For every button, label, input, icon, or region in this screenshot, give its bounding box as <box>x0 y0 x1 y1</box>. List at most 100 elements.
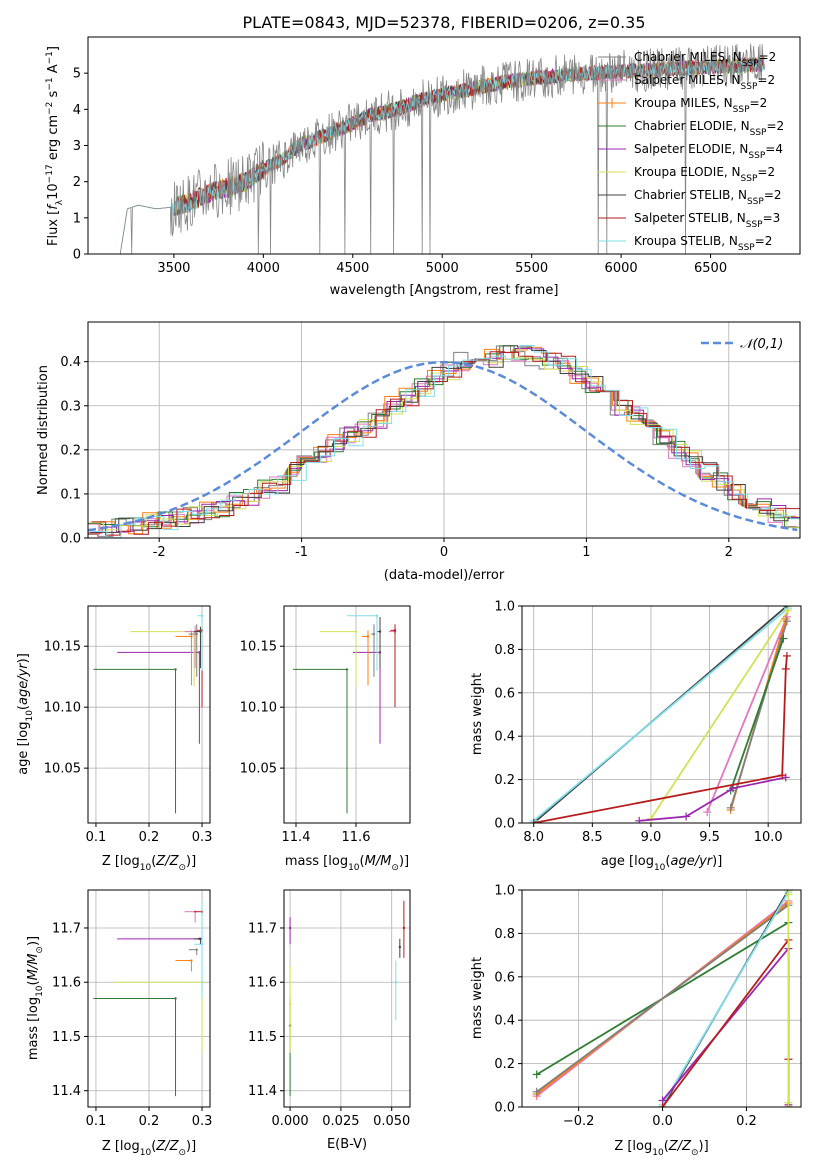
mass_weight_vs_age-ytick-label: 0.2 <box>494 773 515 788</box>
mass_weight_vs_Z-ytick-label: 1.0 <box>494 884 515 899</box>
mass_weight_vs_age-ytick-label: 0.6 <box>494 686 515 701</box>
residuals-histogram-series <box>91 351 800 536</box>
mass_vs_EBV-ytick-label: 11.4 <box>248 1084 277 1099</box>
mass_vs_Z-xlabel: Z [log10(Z/Z⊙)] <box>102 1139 196 1158</box>
mass_weight_vs_age-plot-area <box>529 606 793 823</box>
mass_weight_vs_age-ytick-label: 0.4 <box>494 730 515 745</box>
mass_vs_EBV-point <box>394 981 397 984</box>
spectrum-xtick-label: 6000 <box>605 261 638 276</box>
mass_vs_EBV-point <box>288 1002 292 1006</box>
age_vs_Z-plot-area <box>93 614 204 814</box>
residuals-histogram-series <box>88 345 796 537</box>
age_vs_Z-point <box>174 668 177 671</box>
mass_weight_vs_Z-ylabel: mass weight <box>470 957 485 1039</box>
mass_weight_vs_age-xtick-label: 8.5 <box>582 830 603 845</box>
mass_weight_vs_Z-plot-area <box>532 890 793 1107</box>
mass_vs_Z-ytick-label: 11.5 <box>52 1030 81 1045</box>
age_vs_mass-point <box>366 635 370 638</box>
mass_vs_Z-point <box>195 948 198 951</box>
mass_vs_EBV-ytick-label: 11.5 <box>248 1030 277 1045</box>
spectrum-legend-label: Salpeter STELIB, NSSP=3 <box>634 211 780 230</box>
spectrum-xtick-label: 5500 <box>515 261 548 276</box>
mass_weight_vs_age-ytick-label: 1.0 <box>494 600 515 615</box>
age_vs_mass-plot-area <box>293 614 397 814</box>
residuals-ytick-label: 0.2 <box>60 443 81 458</box>
spectrum-xtick-label: 3500 <box>157 261 190 276</box>
age_vs_mass-xtick-label: 11.4 <box>282 830 311 845</box>
spectrum-legend-label: Salpeter ELODIE, NSSP=4 <box>634 142 783 161</box>
mass_weight_vs_age-series-line <box>639 776 786 822</box>
age_vs_mass-axes: 11.4 11.6 10.05 10.10 10.15 <box>240 606 410 845</box>
age_vs_Z-xtick-label: 0.3 <box>192 830 213 845</box>
mass_weight_vs_Z-ytick-label: 0.0 <box>494 1101 515 1116</box>
spectrum-plot-area <box>119 43 765 254</box>
mass_weight_vs_age-xtick-label: 10.0 <box>754 830 783 845</box>
residuals-xtick-label: 0 <box>440 545 448 560</box>
mass_vs_Z-ytick-label: 11.4 <box>52 1084 81 1099</box>
mass_weight_vs_Z-ytick-label: 0.2 <box>494 1057 515 1072</box>
mass_weight_vs_age-series-line <box>729 638 785 791</box>
mass_vs_Z-point <box>190 959 193 962</box>
age_vs_mass-point <box>378 630 382 633</box>
spectrum-xtick-label: 6500 <box>694 261 727 276</box>
age_vs_mass-point <box>345 668 349 671</box>
mass_weight_vs_age-series-line <box>533 655 788 823</box>
residuals-ytick-label: 0.4 <box>60 355 81 370</box>
mass_weight_vs_age-series-line <box>729 620 788 809</box>
mass_vs_Z-ytick-label: 11.6 <box>52 976 81 991</box>
mass_vs_Z-ylabel: mass [log10(M/M⊙)] <box>26 936 45 1060</box>
spectrum-ytick-label: 0 <box>73 248 81 263</box>
spectrum-xlabel: wavelength [Angstrom, rest frame] <box>330 283 559 298</box>
spectrum-legend-label: Kroupa STELIB, NSSP=2 <box>634 234 772 253</box>
residuals-xtick-label: 2 <box>725 545 733 560</box>
age_vs_Z-point <box>200 614 204 617</box>
age_vs_Z-axes: 0.1 0.2 0.3 10.05 10.10 10.15 <box>44 606 213 845</box>
mass_weight_vs_age-ylabel: mass weight <box>470 673 485 755</box>
age_vs_Z-ytick-label: 10.15 <box>44 640 81 655</box>
mass_vs_EBV-ytick-label: 11.7 <box>248 921 277 936</box>
age_vs_Z-xlabel: Z [log10(Z/Z⊙)] <box>102 854 196 873</box>
age_vs_mass-point <box>393 629 397 632</box>
mass_weight_vs_Z-ytick-label: 0.8 <box>494 927 515 942</box>
mass_vs_EBV-axes: 0.000 0.025 0.050 11.4 11.5 11.6 11.7 <box>248 890 410 1129</box>
age_vs_mass-frame <box>283 605 411 824</box>
residuals-gaussian-curve <box>88 360 798 532</box>
mass_vs_EBV-frame <box>283 889 411 1108</box>
mass_weight_vs_Z-xtick-label: 0.0 <box>652 1114 673 1129</box>
spectrum-ylabel: Flux [fλ10−17 erg cm−2 s−1 A−1] <box>45 46 65 246</box>
residuals-xtick-label: -1 <box>295 545 308 560</box>
age_vs_mass-xtick-label: 11.6 <box>342 830 371 845</box>
mass_vs_Z-frame <box>87 889 211 1108</box>
mass_vs_Z-axes: 0.1 0.2 0.3 11.4 11.5 11.6 11.7 <box>52 890 212 1129</box>
mass_vs_EBV-point <box>398 945 402 949</box>
mass_weight_vs_Z-xtick-label: −0.2 <box>563 1114 595 1129</box>
age_vs_Z-point <box>190 635 193 638</box>
mass_weight_vs_age-xtick-label: 9.5 <box>699 830 720 845</box>
age_vs_mass-point <box>372 632 376 636</box>
mass_vs_EBV-plot-area <box>288 900 406 1097</box>
mass_weight_vs_Z-xlabel: Z [log10(Z/Z⊙)] <box>614 1139 708 1158</box>
mass_vs_EBV-xtick-label: 0.000 <box>271 1114 308 1129</box>
mass_weight_vs_Z-series-line <box>536 904 789 1093</box>
figure-title: PLATE=0843, MJD=52378, FIBERID=0206, z=0… <box>242 13 645 32</box>
mass_weight_vs_Z-ytick-label: 0.6 <box>494 970 515 985</box>
mass_vs_EBV-xtick-label: 0.050 <box>373 1114 410 1129</box>
mass_vs_Z-ytick-label: 11.7 <box>52 921 81 936</box>
mass_vs_Z-xtick-label: 0.2 <box>139 1114 160 1129</box>
mass_weight_vs_age-ytick-label: 0.8 <box>494 643 515 658</box>
residuals-histogram-series <box>88 348 800 534</box>
age_vs_mass-xlabel: mass [log10(M/M⊙)] <box>285 854 409 873</box>
mass_vs_Z-point <box>200 943 204 946</box>
spectrum-legend-label: Chabrier MILES, NSSP=2 <box>634 50 776 69</box>
mass_weight_vs_age-xtick-label: 9.0 <box>641 830 662 845</box>
age_vs_Z-xtick-label: 0.1 <box>86 830 107 845</box>
mass_weight_vs_Z-series-line <box>661 937 790 1107</box>
residuals-histogram-series <box>92 345 800 538</box>
residuals-ytick-label: 0.0 <box>60 532 81 547</box>
mass_vs_EBV-point <box>288 926 292 930</box>
mass_vs_EBV-xlabel: E(B-V) <box>327 1137 367 1152</box>
spectrum-xtick-label: 4500 <box>336 261 369 276</box>
residuals-xlabel: (data-model)/error <box>384 568 505 583</box>
mass_weight_vs_Z-ytick-label: 0.4 <box>494 1014 515 1029</box>
